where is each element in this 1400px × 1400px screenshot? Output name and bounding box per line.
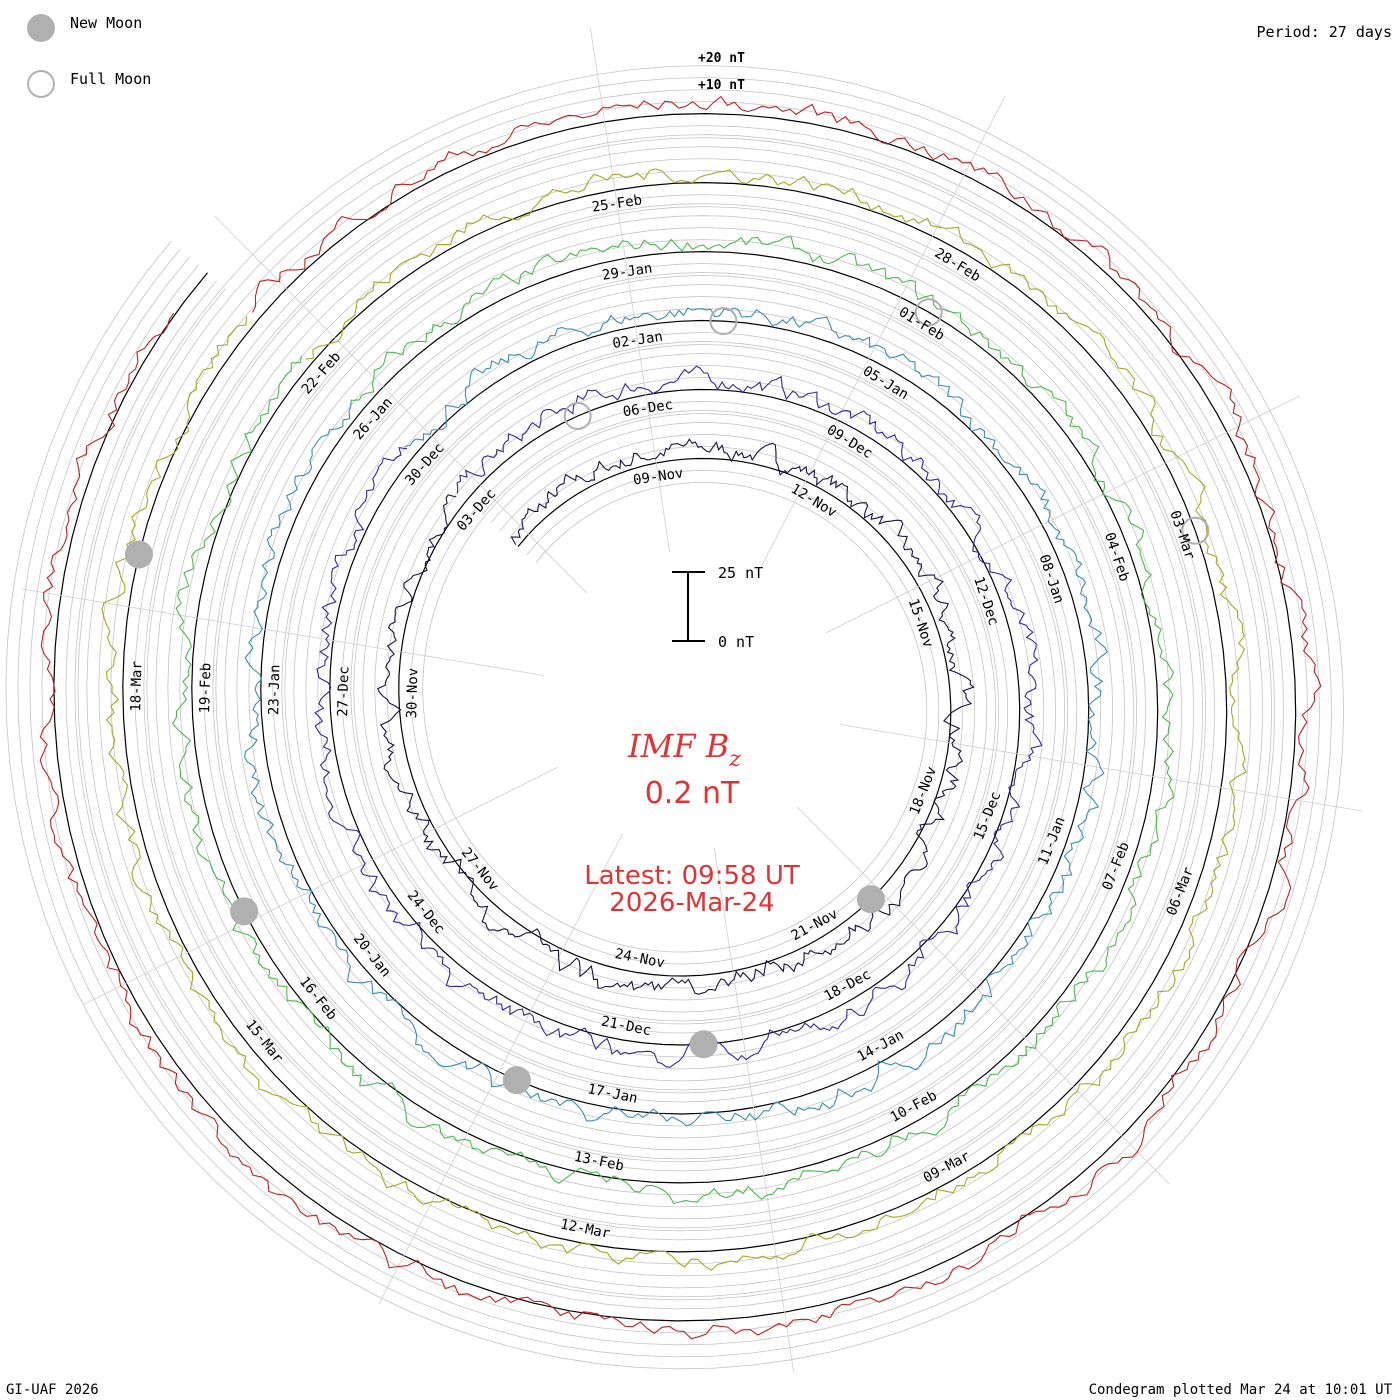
date-label: 01-Feb [896, 304, 948, 344]
date-label: 09-Nov [632, 465, 684, 488]
date-label: 23-Jan [266, 664, 283, 715]
spoke-line [378, 832, 624, 1304]
date-label: 15-Mar [242, 1017, 286, 1067]
spiral-grid [5, 65, 1345, 1370]
date-label: 09-Mar [921, 1148, 973, 1186]
new-moon-marker [689, 1030, 718, 1059]
date-label: 27-Nov [458, 845, 502, 895]
date-label: 09-Dec [824, 422, 876, 462]
date-label: 24-Nov [613, 946, 666, 972]
parameter-name: IMF B [627, 727, 729, 765]
footer-credit: GI-UAF 2026 [6, 1382, 99, 1398]
series-trace-03-Dec [314, 365, 1043, 1068]
spoke-line [83, 766, 559, 1005]
scale-bar: 25 nT 0 nT [672, 564, 763, 651]
date-label: 21-Nov [789, 906, 841, 944]
date-label: 18-Mar [128, 661, 145, 712]
series-trace-26-Jan [172, 236, 1175, 1205]
spoke-line [214, 215, 587, 594]
latest-time: Latest: 09:58 UT [584, 861, 800, 891]
new-moon-marker [856, 885, 885, 914]
date-label: 11-Jan [1035, 815, 1068, 868]
series-trace-06-Nov [377, 438, 975, 995]
date-label: 30-Dec [402, 440, 447, 489]
date-label: 18-Dec [822, 967, 874, 1005]
date-label: 10-Feb [888, 1088, 940, 1126]
spoke-line [760, 96, 1006, 568]
spoke-line [21, 588, 545, 676]
spoke-line [839, 724, 1363, 812]
date-label: 26-Jan [350, 395, 395, 444]
scale-bar-top-label: 25 nT [718, 564, 763, 582]
date-label: 25-Feb [591, 192, 643, 215]
latest-date: 2026-Mar-24 [609, 888, 774, 918]
date-label: 06-Mar [1164, 865, 1197, 918]
scale-top-label: +20 nT [698, 51, 745, 66]
new-moon-marker [502, 1066, 531, 1095]
full-moon-marker [563, 402, 592, 431]
new-moon-legend-label: New Moon [70, 14, 142, 32]
full-moon-legend-icon [27, 70, 55, 98]
moon-markers [124, 298, 1210, 1095]
date-label: 24-Dec [404, 888, 448, 938]
date-label: 17-Jan [586, 1081, 639, 1107]
series-trace-30-Dec [244, 307, 1109, 1127]
series-trace-22-Feb [101, 168, 1248, 1271]
period-label: Period: 27 days [1257, 23, 1392, 41]
parameter-title: IMF Bz [627, 727, 741, 772]
current-value: 0.2 nT [645, 776, 740, 811]
grid-line [17, 77, 1333, 1358]
date-label: 30-Nov [404, 668, 421, 719]
date-label: 15-Dec [971, 789, 1004, 842]
new-moon-marker [230, 897, 259, 926]
date-label: 02-Jan [611, 329, 663, 352]
spoke-line [825, 395, 1301, 634]
new-moon-marker [124, 540, 153, 569]
date-label: 21-Dec [600, 1014, 653, 1040]
date-labels: 09-Nov12-Nov15-Nov18-Nov21-Nov24-Nov27-N… [128, 192, 1197, 1242]
footer-plotted-time: Condegram plotted Mar 24 at 10:01 UT [1089, 1382, 1393, 1398]
date-label: 14-Jan [855, 1027, 907, 1065]
new-moon-legend-icon [27, 14, 55, 42]
date-label: 12-Mar [559, 1216, 612, 1242]
grid-line [5, 65, 1345, 1370]
grid-line [29, 89, 1321, 1346]
date-label: 05-Jan [860, 363, 912, 403]
legend: New Moon Full Moon [27, 14, 151, 98]
series-trace-21-Mar [39, 95, 1322, 1340]
full-moon-legend-label: Full Moon [70, 70, 151, 88]
full-moon-marker [914, 298, 943, 327]
date-label: 20-Jan [350, 931, 394, 981]
date-label: 22-Feb [299, 349, 344, 398]
full-moon-marker [709, 307, 738, 336]
date-label: 19-Feb [197, 663, 214, 714]
date-label: 18-Nov [907, 764, 940, 817]
date-label: 13-Feb [573, 1149, 626, 1175]
date-label: 07-Feb [1100, 840, 1133, 893]
series-layer [39, 95, 1322, 1340]
parameter-subscript: z [728, 747, 741, 772]
scale-bar-bottom-label: 0 nT [718, 633, 754, 651]
scale-mid-label: +10 nT [698, 78, 745, 93]
date-label: 06-Dec [622, 397, 674, 420]
spoke-line [714, 848, 795, 1373]
date-label: 27-Dec [335, 666, 352, 717]
date-label: 29-Jan [601, 261, 653, 284]
zero-line [53, 112, 1297, 1322]
grid-line [41, 101, 1309, 1334]
spoke-line [589, 27, 670, 552]
date-label: 16-Feb [296, 974, 340, 1024]
grid-line [65, 125, 1285, 1310]
full-moon-marker [1181, 516, 1210, 545]
grid-line [77, 137, 1273, 1298]
date-label: 28-Feb [932, 245, 984, 285]
